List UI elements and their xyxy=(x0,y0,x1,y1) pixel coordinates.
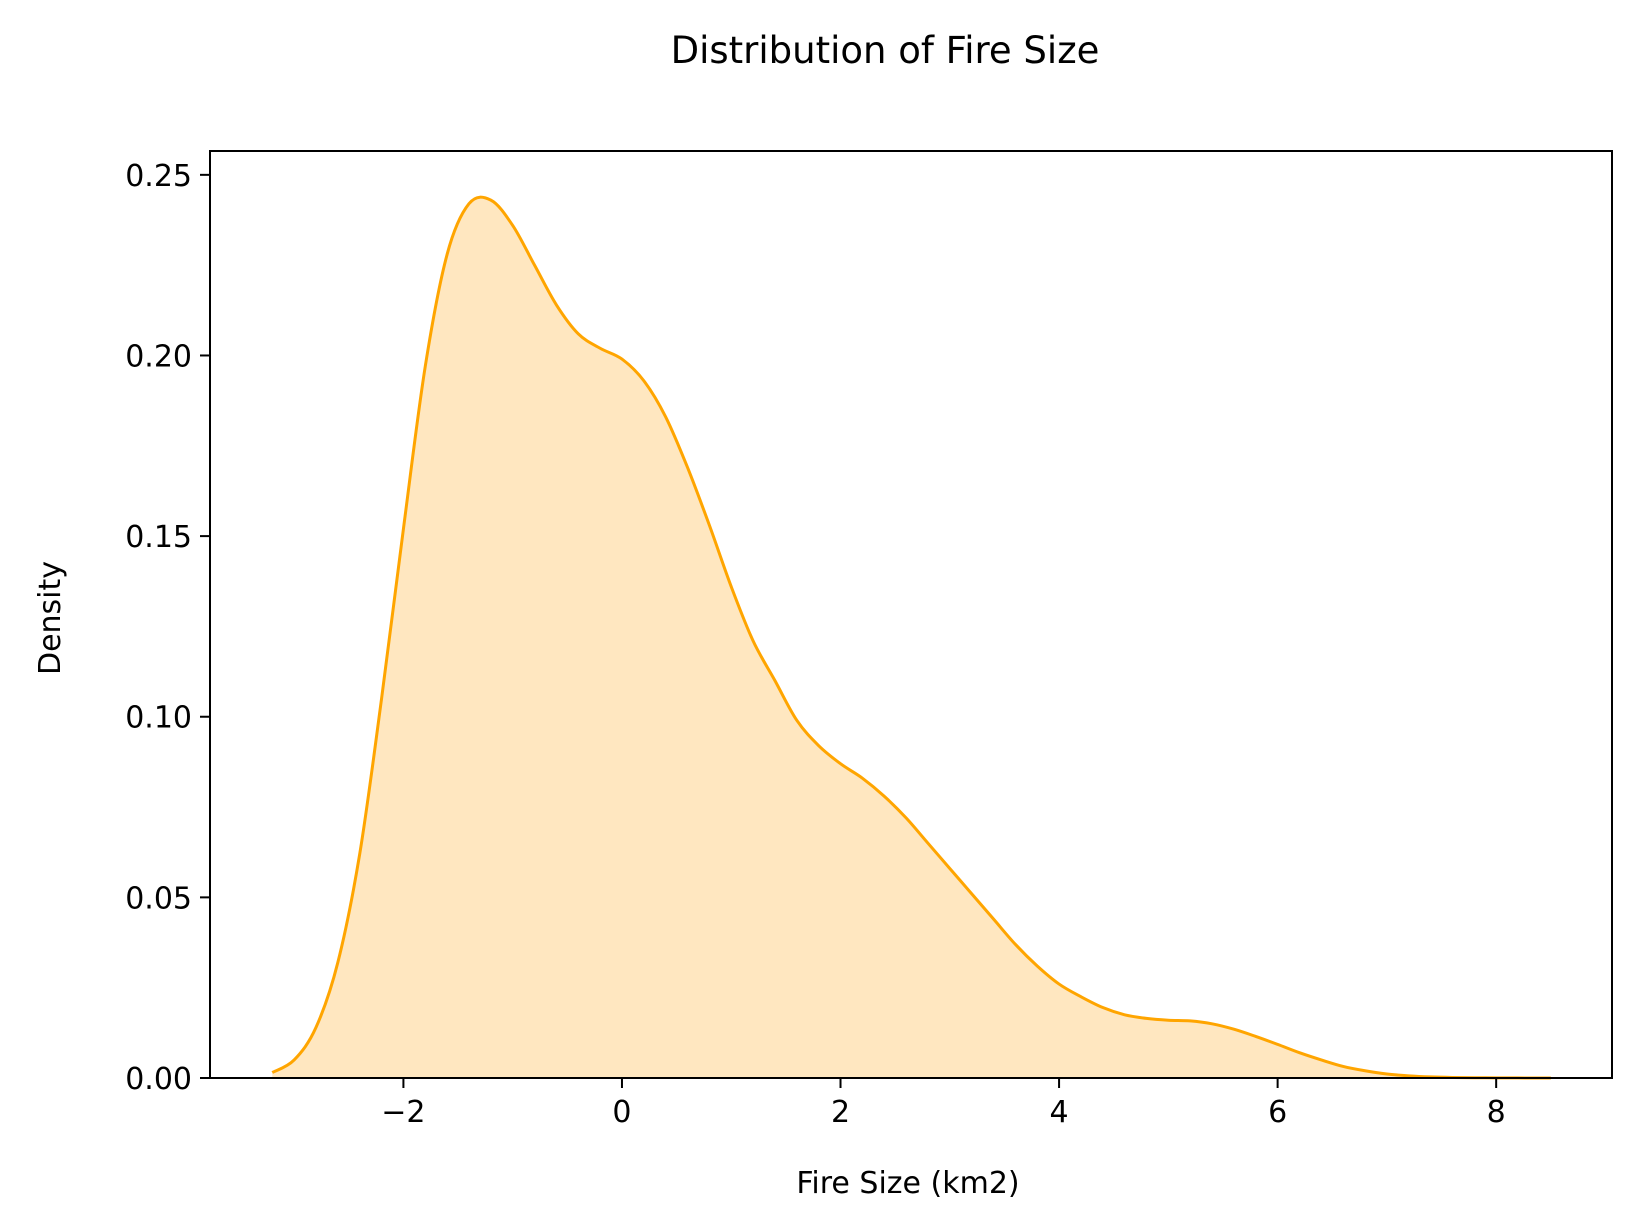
y-tick-label: 0.15 xyxy=(125,520,192,555)
y-tick-label: 0.00 xyxy=(125,1062,192,1097)
y-tick-label: 0.20 xyxy=(125,339,192,374)
density-curve xyxy=(271,195,1551,1080)
chart-title: Distribution of Fire Size xyxy=(671,29,1100,72)
y-tick-label: 0.05 xyxy=(125,881,192,916)
x-tick-label: 4 xyxy=(1050,1095,1069,1130)
x-tick-label: 0 xyxy=(612,1095,631,1130)
y-axis-ticks: 0.00 0.05 0.10 0.15 0.20 0.25 xyxy=(125,159,210,1097)
y-axis-label: Density xyxy=(33,561,68,675)
plot-frame xyxy=(209,150,1613,1079)
x-tick-label: 6 xyxy=(1268,1095,1287,1130)
x-tick-label: 8 xyxy=(1487,1095,1506,1130)
y-tick-label: 0.25 xyxy=(125,159,192,194)
density-fill-area xyxy=(272,197,1551,1079)
x-axis-ticks: −2 0 2 4 6 8 xyxy=(381,1078,1506,1130)
x-tick-label: −2 xyxy=(381,1095,425,1130)
x-axis-label: Fire Size (km2) xyxy=(796,1166,1019,1201)
y-tick-label: 0.10 xyxy=(125,701,192,736)
x-tick-label: 2 xyxy=(831,1095,850,1130)
